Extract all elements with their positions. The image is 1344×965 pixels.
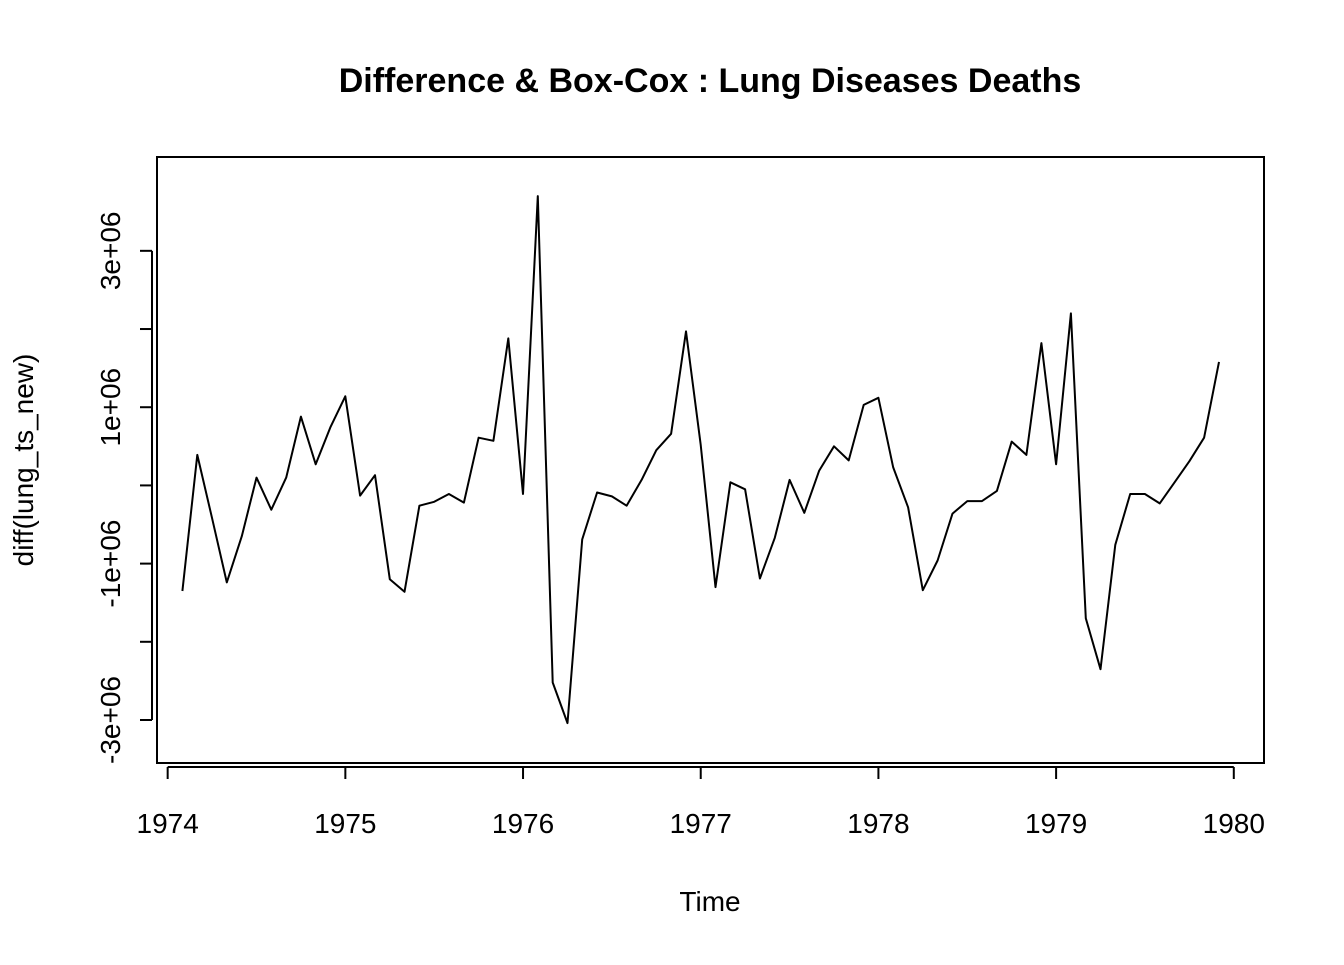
y-tick-label: 3e+06 xyxy=(95,212,126,291)
x-tick-label: 1975 xyxy=(314,808,376,839)
y-tick-label: -1e+06 xyxy=(95,520,126,608)
x-axis: 1974 1975 1976 1977 1978 1979 1980 xyxy=(137,766,1265,839)
x-tick-label: 1974 xyxy=(137,808,199,839)
plot-frame xyxy=(156,156,1265,764)
x-tick-label: 1976 xyxy=(492,808,554,839)
x-tick-label: 1979 xyxy=(1025,808,1087,839)
x-tick-label: 1980 xyxy=(1203,808,1265,839)
chart-title: Difference & Box-Cox : Lung Diseases Dea… xyxy=(339,62,1082,100)
y-axis: -3e+06 -1e+06 1e+06 3e+06 xyxy=(95,212,153,764)
series-line-0 xyxy=(181,195,1220,725)
x-tick-label: 1977 xyxy=(670,808,732,839)
x-axis-label: Time xyxy=(679,886,740,917)
y-axis-label: diff(lung_ts_new) xyxy=(8,354,39,567)
y-tick-label: -3e+06 xyxy=(95,676,126,764)
y-tick-label: 1e+06 xyxy=(95,368,126,447)
x-tick-label: 1978 xyxy=(847,808,909,839)
series-layer xyxy=(181,195,1220,725)
